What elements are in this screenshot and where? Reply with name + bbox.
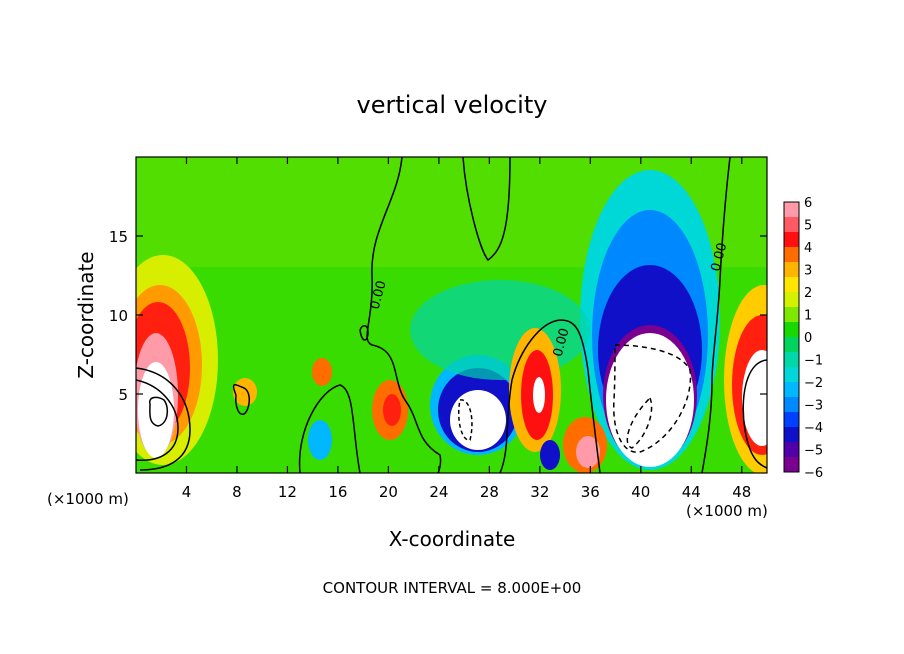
colorbar-tick-label: 4	[804, 241, 812, 256]
dashed-contour-center-inner	[626, 397, 653, 449]
colorbar: 6 5 4 3 2 1 0 −1 −2 −3 −4 −5 −6	[783, 196, 823, 481]
colorbar-tick-label: −3	[804, 399, 823, 414]
small-cell-b	[233, 378, 257, 406]
y-tick-label: 15	[109, 228, 128, 246]
small-cell-d	[540, 440, 560, 470]
zero-contour-c	[701, 157, 731, 473]
x-tick-label: 36	[581, 483, 600, 501]
colorbar-swatch	[784, 457, 799, 473]
contour-left-outer	[136, 367, 191, 471]
colorbar-swatch	[784, 232, 799, 248]
contour-label: 0.00	[708, 241, 730, 273]
colorbar-swatch	[784, 367, 799, 383]
contour-left-inner	[136, 379, 179, 461]
x-tick-label: 32	[530, 483, 549, 501]
dashed-contour-mid	[458, 399, 473, 441]
colorbar-swatch	[784, 427, 799, 443]
colorbar-tick-label: 5	[804, 219, 812, 234]
colorbar-swatch	[784, 322, 799, 338]
x-tick-label: 24	[429, 483, 448, 501]
x-unit-right: (×1000 m)	[686, 502, 768, 520]
zero-contour-a	[366, 157, 442, 473]
colorbar-swatch	[784, 277, 799, 293]
colorbar-swatch	[784, 262, 799, 278]
colorbar-tick-label: −1	[804, 354, 823, 369]
colorbar-tick-label: −4	[804, 421, 823, 436]
x-tick-label: 48	[732, 483, 751, 501]
y-tick-label: 10	[109, 307, 128, 325]
updraft-mid-core	[533, 377, 545, 413]
small-cell-c	[308, 420, 332, 460]
zero-contour-b	[462, 157, 511, 262]
colorbar-swatch	[784, 382, 799, 398]
x-tick-label: 20	[379, 483, 398, 501]
colorbar-tick-label: 6	[804, 196, 812, 211]
colorbar-tick-label: 0	[804, 331, 812, 346]
x-tick-label: 4	[182, 483, 192, 501]
zero-contour-e	[298, 384, 361, 473]
y-tick-label: 5	[118, 386, 128, 404]
colorbar-swatch	[784, 247, 799, 263]
contour-label: 0.00	[368, 279, 390, 311]
colorbar-swatch	[784, 352, 799, 368]
zero-contour-h	[149, 396, 169, 427]
updraft-left-core	[138, 362, 174, 458]
x-unit-left: (×1000 m)	[47, 490, 129, 508]
colorbar-tick-label: 2	[804, 286, 812, 301]
colorbar-tick-label: −2	[804, 376, 823, 391]
colorbar-tick-label: −6	[804, 466, 823, 481]
x-tick-label: 44	[682, 483, 701, 501]
x-tick-label: 28	[480, 483, 499, 501]
colorbar-swatch	[784, 217, 799, 233]
updraft-right-core	[742, 350, 767, 446]
colorbar-swatch	[784, 412, 799, 428]
colorbar-tick-label: 3	[804, 264, 812, 279]
colorbar-swatch	[784, 442, 799, 458]
colorbar-swatch	[784, 397, 799, 413]
colorbar-tick-label: −5	[804, 444, 823, 459]
contour-label: 0.00	[551, 327, 573, 359]
colorbar-swatch	[784, 202, 799, 218]
x-tick-label: 16	[328, 483, 347, 501]
colorbar-swatch	[784, 307, 799, 323]
colorbar-tick-label: 1	[804, 309, 812, 324]
small-cell-a	[312, 358, 332, 386]
zero-contour-d	[499, 319, 601, 473]
colorbar-swatch	[784, 292, 799, 308]
x-tick-label: 40	[631, 483, 650, 501]
colorbar-frame	[783, 201, 800, 473]
zero-contour-g	[359, 325, 369, 341]
x-axis-label: X-coordinate	[389, 527, 516, 551]
dashed-contour-center-outer	[613, 344, 692, 453]
contour-interval-note: CONTOUR INTERVAL = 8.000E+00	[323, 579, 582, 597]
x-tick-label: 8	[232, 483, 242, 501]
velocity-field	[136, 157, 767, 473]
zero-contour-f	[232, 384, 250, 415]
chart-title: vertical velocity	[357, 91, 548, 119]
contour-labels: 0.00 0.00 0.00	[368, 241, 731, 358]
contour-right	[742, 359, 767, 469]
updraft-36-core	[576, 436, 600, 468]
updraft-20-core	[383, 394, 401, 426]
x-tick-label: 12	[278, 483, 297, 501]
contour-lines	[136, 157, 767, 473]
y-axis-label: Z-coordinate	[74, 251, 98, 378]
downdraft-mid-core	[450, 390, 506, 450]
colorbar-swatch	[784, 337, 799, 353]
